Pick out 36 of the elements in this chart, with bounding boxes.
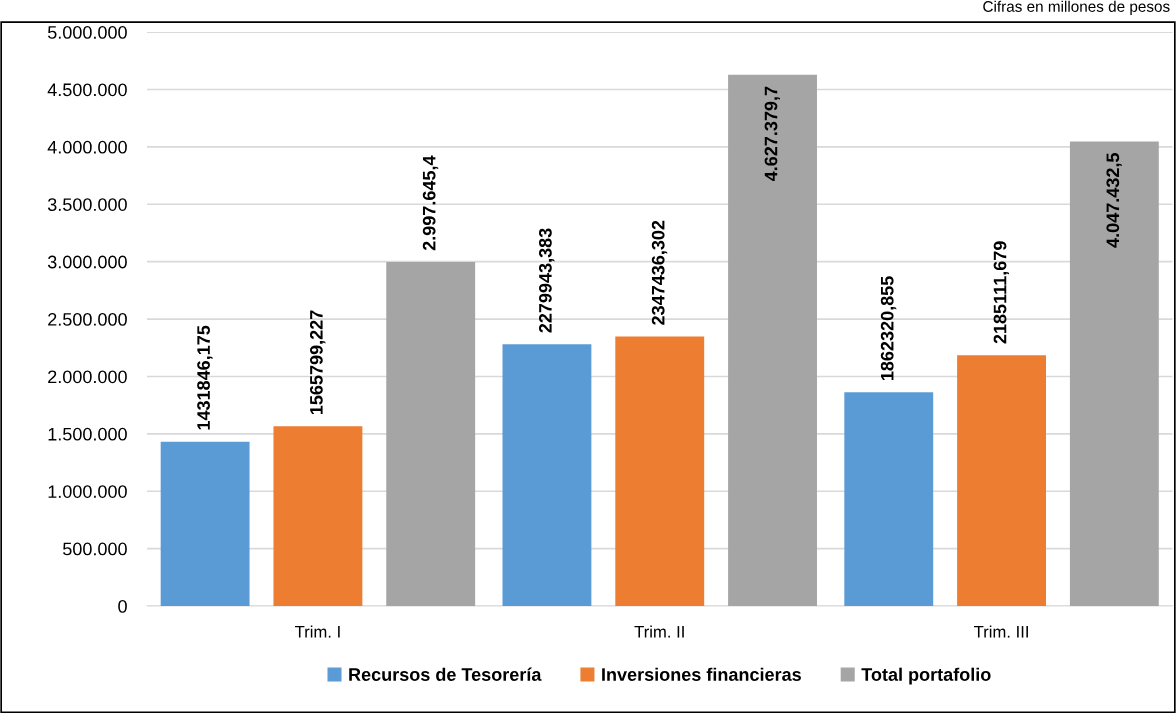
text: Cifras en millones de pesos xyxy=(983,0,1170,15)
data-label: 2.997.645,4 xyxy=(422,155,439,251)
data-label: 1862320,855 xyxy=(880,276,897,381)
bar xyxy=(502,344,592,607)
y-tick-label: 4.500.000 xyxy=(47,83,127,97)
bar xyxy=(957,355,1046,607)
y-tick-label: 1.000.000 xyxy=(48,485,127,498)
data-label: 4.047.432,5 xyxy=(1106,153,1122,248)
bar xyxy=(160,441,250,607)
data-label: 2279943,383 xyxy=(539,228,555,333)
y-tick-label: 2.500.000 xyxy=(48,313,127,326)
y-tick-label: 3.500.000 xyxy=(47,198,127,211)
bar xyxy=(844,392,934,607)
bar xyxy=(386,261,476,607)
y-tick-label: 4.000.000 xyxy=(47,140,127,154)
data-label: 2185111,679 xyxy=(993,241,1010,344)
x-tick-label: Trim. II xyxy=(634,625,684,638)
y-tick-label: 500.000 xyxy=(63,542,127,556)
y-tick-label: 0 xyxy=(118,599,127,613)
legend-label: Recursos de Tesorería xyxy=(349,667,542,681)
data-label: 4.627.379,7 xyxy=(764,86,780,182)
data-label: 2347436,302 xyxy=(651,220,668,325)
legend-label: Total portafolio xyxy=(861,667,991,685)
x-tick-label: Trim. III xyxy=(974,625,1028,638)
y-tick-label: 2.000.000 xyxy=(48,370,127,384)
data-label: 1431846,175 xyxy=(197,325,213,430)
y-tick-label: 3.000.000 xyxy=(47,255,127,269)
bar xyxy=(728,74,817,607)
bar xyxy=(615,336,705,607)
y-tick-label: 1.500.000 xyxy=(48,427,127,441)
x-tick-label: Trim. I xyxy=(295,625,340,638)
bar xyxy=(1069,141,1159,607)
data-label: 1565799,227 xyxy=(309,310,326,415)
bar xyxy=(273,426,363,607)
y-tick-label: 5.000.000 xyxy=(47,26,127,39)
legend-label: Inversiones financieras xyxy=(602,667,801,681)
